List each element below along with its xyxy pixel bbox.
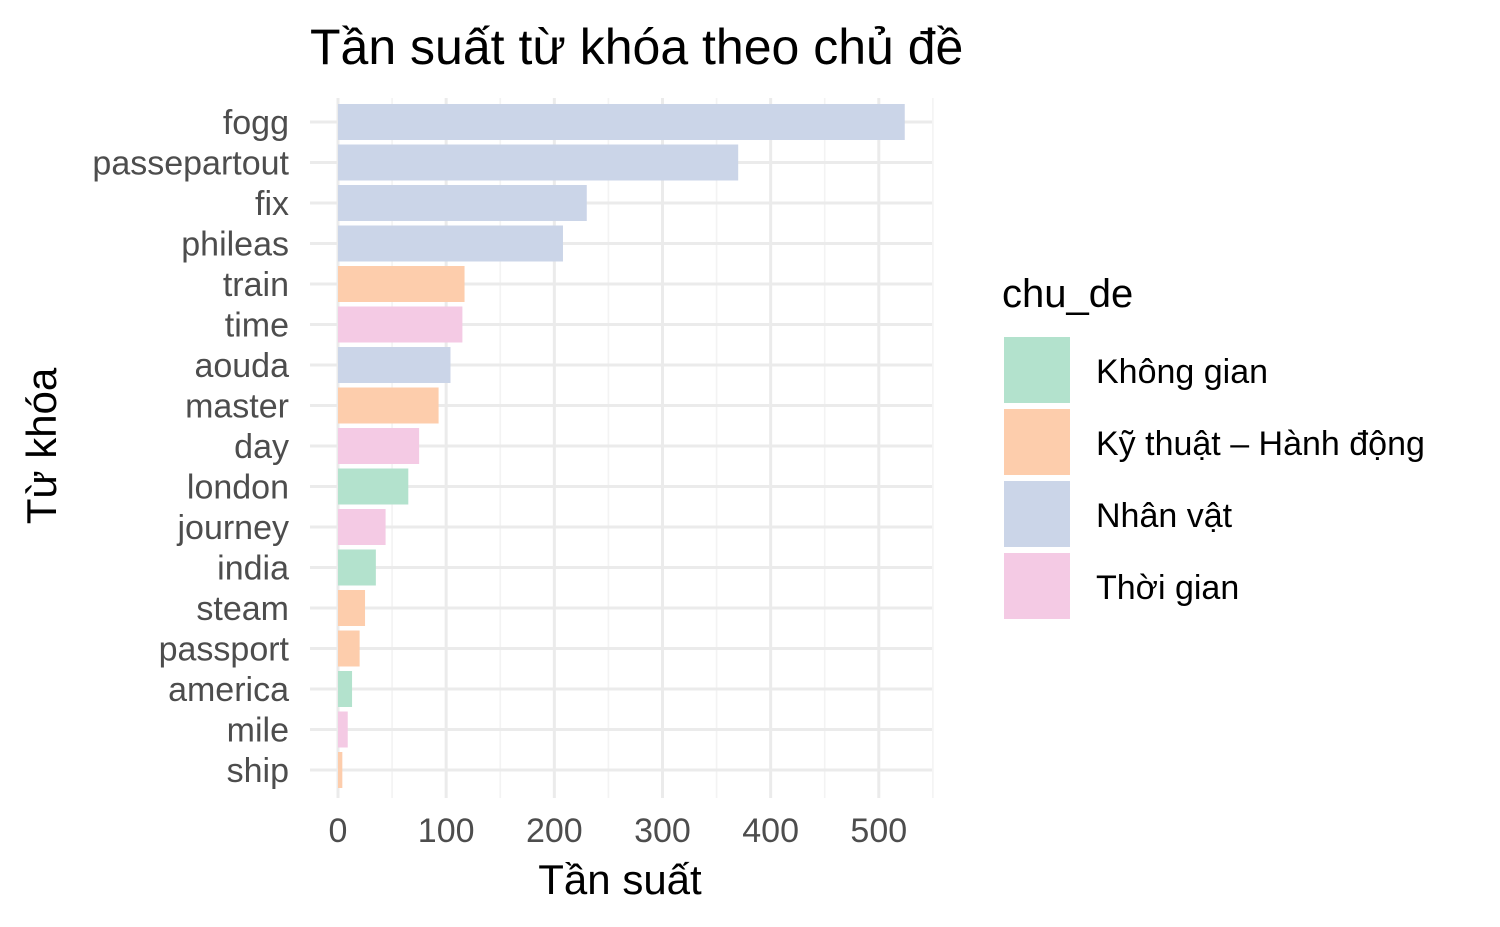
y-tick-label: ship <box>227 752 289 790</box>
y-tick-label: passepartout <box>92 145 289 183</box>
legend-swatch <box>1004 553 1070 619</box>
bar-fix <box>338 185 587 221</box>
bar-aouda <box>338 347 451 383</box>
y-tick-label: steam <box>196 590 289 628</box>
x-tick-label: 0 <box>329 812 348 850</box>
bar-london <box>338 468 409 505</box>
bar-train <box>338 266 465 302</box>
y-tick-label: london <box>187 469 289 507</box>
bar-day <box>338 428 420 464</box>
y-tick-label: time <box>225 307 289 345</box>
x-tick-label: 300 <box>634 812 691 850</box>
legend-label: Kỹ thuật – Hành động <box>1096 425 1425 463</box>
bar-passepartout <box>338 144 739 181</box>
legend-title: chu_de <box>1002 272 1133 316</box>
y-tick-label: journey <box>176 509 289 547</box>
legend-label: Không gian <box>1096 353 1268 391</box>
legend-label: Nhân vật <box>1096 497 1233 535</box>
bars <box>338 104 905 788</box>
bar-phileas <box>338 225 563 262</box>
y-tick-label: fogg <box>223 104 289 142</box>
bar-journey <box>338 509 386 545</box>
y-tick-label: passport <box>159 631 290 669</box>
y-axis-title: Từ khóa <box>18 367 65 524</box>
x-tick-label: 200 <box>526 812 583 850</box>
x-tick-label: 100 <box>418 812 475 850</box>
y-tick-label: india <box>217 550 289 588</box>
chart-title: Tần suất từ khóa theo chủ đề <box>310 19 963 75</box>
bar-master <box>338 387 439 424</box>
legend-swatch <box>1004 337 1070 403</box>
legend-label: Thời gian <box>1096 569 1239 607</box>
bar-passport <box>338 630 360 667</box>
x-tick-label: 500 <box>850 812 907 850</box>
y-tick-label: fix <box>255 185 289 223</box>
y-axis-ticks: foggpassepartoutfixphileastraintimeaouda… <box>92 104 289 790</box>
bar-mile <box>338 711 348 748</box>
y-tick-label: aouda <box>194 347 289 385</box>
bar-india <box>338 549 376 586</box>
bar-time <box>338 306 463 343</box>
bar-america <box>338 671 353 707</box>
legend: chu_de Không gian Kỹ thuật – Hành động Nhâ… <box>1002 272 1425 619</box>
x-axis-title: Tần suất <box>538 856 702 903</box>
x-tick-label: 400 <box>742 812 799 850</box>
y-tick-label: mile <box>227 712 289 750</box>
y-tick-label: master <box>185 388 289 426</box>
bar-ship <box>338 752 343 788</box>
bar-steam <box>338 590 366 626</box>
y-tick-label: day <box>234 428 289 466</box>
bar-fogg <box>338 104 905 140</box>
y-tick-label: america <box>168 671 289 709</box>
legend-swatch <box>1004 481 1070 547</box>
y-tick-label: train <box>223 266 289 304</box>
legend-swatch <box>1004 409 1070 475</box>
x-axis-ticks: 0 100 200 300 400 500 <box>329 812 908 850</box>
y-tick-label: phileas <box>181 226 289 264</box>
